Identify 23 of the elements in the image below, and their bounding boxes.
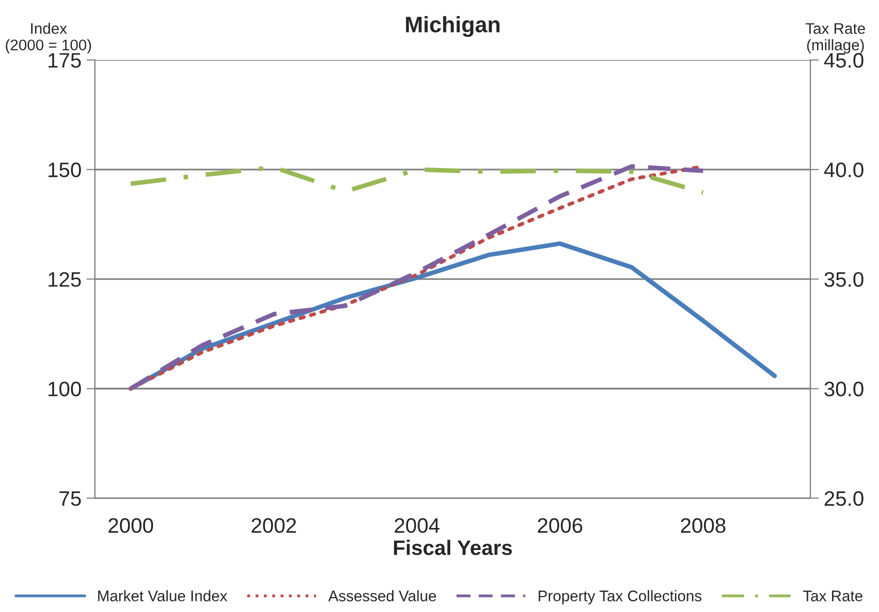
y-tick-label: 100 xyxy=(48,382,81,396)
y-axis-title: Index (2000 = 100) xyxy=(6,22,92,54)
x-tick-label: 2008 xyxy=(680,518,726,533)
y-tick-label: 175 xyxy=(48,53,81,68)
legend-label: Assessed Value xyxy=(328,590,436,602)
x-tick-label: 2004 xyxy=(394,518,440,533)
y2-tick-label: 30.0 xyxy=(824,382,864,396)
legend-label: Market Value Index xyxy=(98,590,228,602)
chart-title: Michigan xyxy=(406,16,500,37)
legend-label: Tax Rate xyxy=(803,590,862,602)
legend-label: Property Tax Collections xyxy=(538,590,702,604)
y2-tick-label: 45.0 xyxy=(824,52,864,68)
y2-tick-label: 25.0 xyxy=(824,491,864,506)
y-tick-label: 125 xyxy=(48,272,81,287)
y2-tick-label: 40.0 xyxy=(824,162,864,178)
x-tick-label: 2000 xyxy=(108,518,154,533)
y2-tick-label: 35.0 xyxy=(824,272,864,287)
x-tick-label: 2006 xyxy=(538,518,582,533)
y2-axis-title: Tax Rate (millage) xyxy=(806,23,865,54)
x-tick-label: 2002 xyxy=(252,518,296,533)
y-tick-label: 150 xyxy=(48,162,81,178)
y-tick-label: 75 xyxy=(60,491,81,506)
x-axis-title: Fiscal Years xyxy=(394,540,512,556)
